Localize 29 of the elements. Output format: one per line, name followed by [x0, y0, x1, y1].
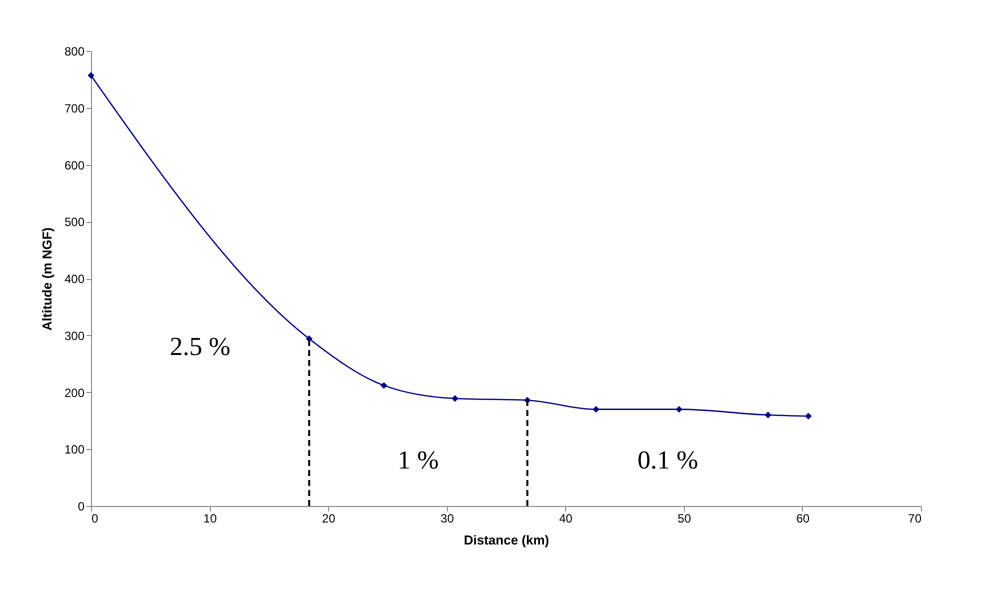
y-tick-label: 800	[64, 44, 85, 58]
y-tick-label: 100	[64, 442, 85, 457]
point	[805, 412, 812, 420]
x-tick-label: 30	[440, 512, 454, 526]
x-tick-label: 50	[678, 512, 692, 526]
x-tick-label: 20	[322, 512, 336, 526]
y-tick-label: 200	[64, 386, 85, 400]
x-tick-label: 0	[92, 512, 98, 526]
annotation: 0.1 %	[638, 446, 698, 474]
y-tick-label: 300	[64, 328, 85, 343]
y-tick-label: 400	[64, 272, 85, 286]
annotation: 2.5 %	[170, 332, 230, 361]
y-axis-title: Altitude (m NGF)	[39, 227, 54, 331]
x-axis-title: Distance (km)	[464, 532, 550, 548]
point	[676, 406, 682, 413]
point	[764, 412, 772, 418]
x-tick-label: 10	[203, 512, 218, 526]
point	[592, 406, 600, 413]
point	[88, 72, 94, 79]
y-tick-label: 600	[64, 158, 85, 172]
y-tick-label: 700	[64, 101, 85, 116]
x-tick-label: 60	[796, 512, 810, 526]
y-tick-label: 500	[64, 215, 85, 230]
x-tick-label: 40	[559, 512, 573, 526]
point	[452, 395, 458, 402]
annotation: 1 %	[398, 446, 439, 474]
y-tick-label: 0	[78, 500, 85, 514]
x-tick-label: 70	[908, 512, 922, 526]
point	[380, 382, 388, 389]
